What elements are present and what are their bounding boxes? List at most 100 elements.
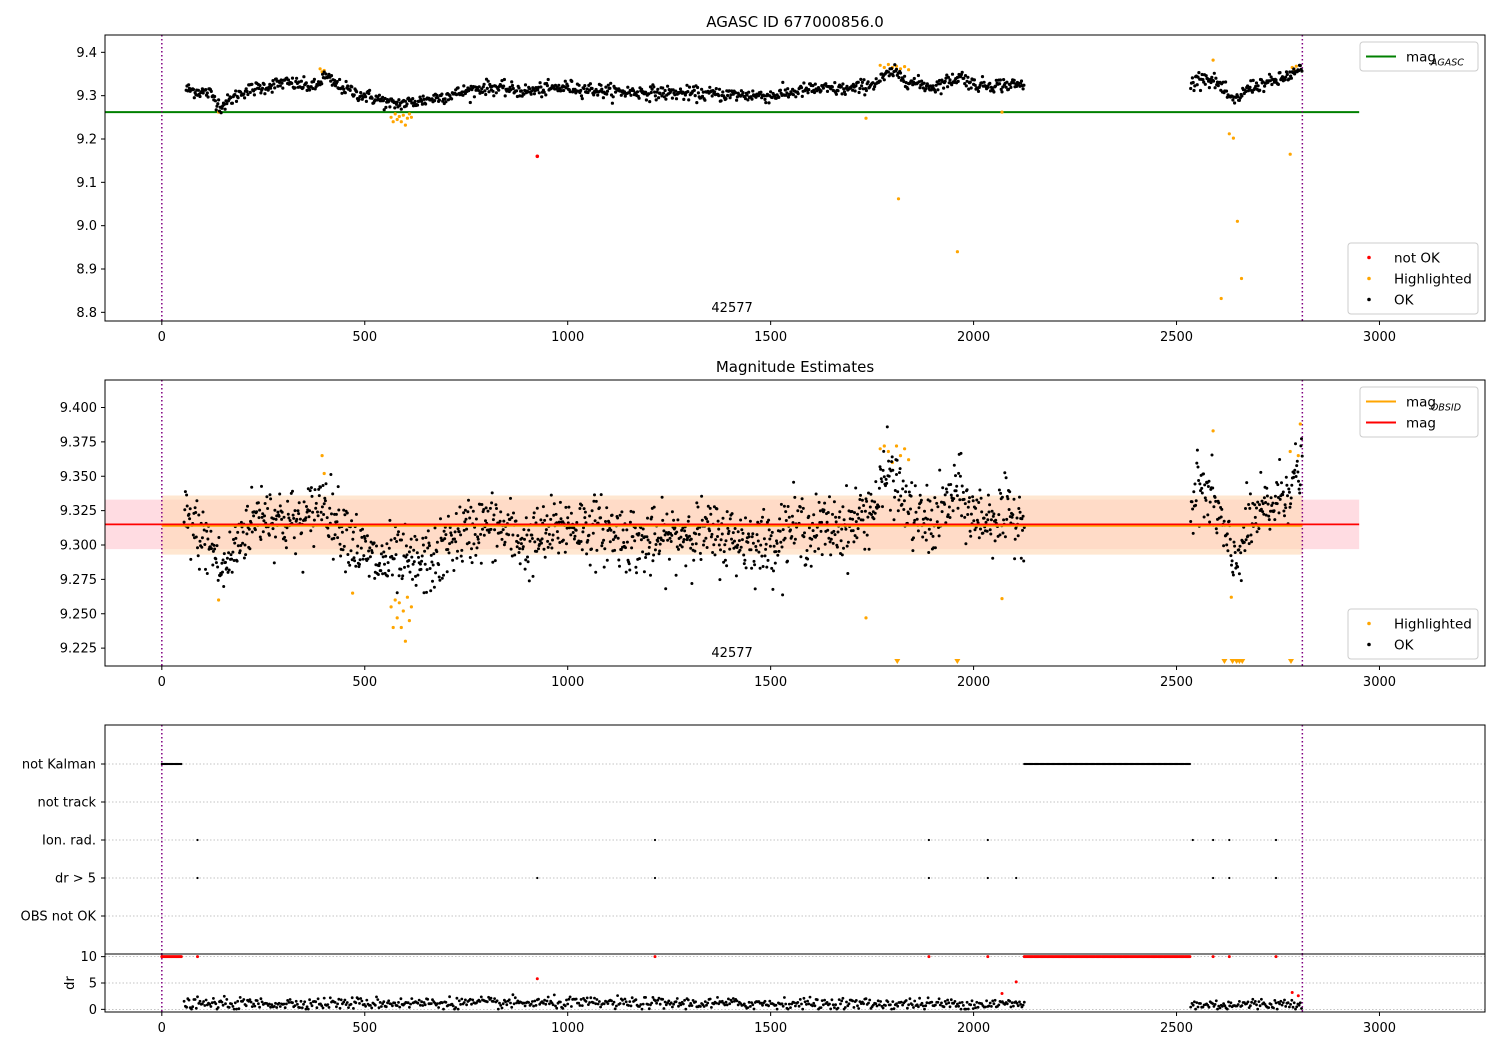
ok-point <box>1233 101 1237 105</box>
ok-point <box>792 1001 796 1004</box>
ok-point <box>1240 1004 1244 1007</box>
y-tick-label: 9.325 <box>60 504 97 519</box>
ok-point <box>1002 518 1006 522</box>
ok-point <box>806 91 810 95</box>
ok-point <box>341 85 345 89</box>
ok-point <box>284 546 288 550</box>
ok-point <box>289 491 293 495</box>
ok-point <box>1011 81 1016 85</box>
ok-point <box>768 999 772 1003</box>
ok-point <box>579 998 583 1001</box>
ok-point <box>1002 78 1006 82</box>
ok-point <box>647 1007 651 1011</box>
ok-point <box>956 1002 959 1006</box>
ok-point <box>786 559 789 563</box>
ok-point <box>364 99 368 103</box>
ok-point <box>1194 499 1198 503</box>
ok-point <box>510 554 514 558</box>
ok-point <box>871 81 875 85</box>
ok-point <box>228 530 232 534</box>
legend-label-subscript: OBSID <box>1431 403 1461 414</box>
ok-point <box>907 1003 910 1007</box>
legend-label: Highlighted <box>1394 617 1472 633</box>
ok-point <box>1021 528 1024 532</box>
ok-point <box>1197 479 1201 482</box>
ok-point <box>743 97 748 101</box>
ok-point <box>276 84 280 88</box>
ok-point <box>854 486 858 490</box>
ok-point <box>447 551 451 555</box>
ok-point <box>631 89 636 93</box>
ok-point <box>333 533 337 537</box>
ok-point <box>647 552 651 556</box>
ok-point <box>739 518 743 522</box>
ok-point <box>409 545 413 549</box>
ok-point <box>1298 1001 1302 1005</box>
ok-point <box>412 548 416 552</box>
ok-point <box>999 87 1003 91</box>
ok-point <box>852 1006 856 1009</box>
not-ok-point-group <box>535 154 540 159</box>
ok-point <box>765 520 769 524</box>
ok-point <box>1008 490 1012 494</box>
ok-point <box>601 527 605 531</box>
ok-point <box>1254 84 1258 88</box>
ok-point <box>227 551 231 555</box>
ok-point <box>914 510 918 514</box>
ok-point <box>340 530 344 534</box>
ok-point <box>658 91 662 95</box>
ok-point <box>722 550 726 554</box>
ok-point <box>1280 1003 1284 1007</box>
ok-point <box>904 81 908 85</box>
ok-point <box>372 541 376 545</box>
ok-point <box>693 94 697 98</box>
ok-point <box>563 79 567 83</box>
ok-point <box>717 543 721 547</box>
ok-point <box>476 535 480 539</box>
ok-point <box>322 996 326 1000</box>
ok-point <box>742 562 746 566</box>
ok-point <box>415 551 419 555</box>
ok-point <box>958 1001 962 1005</box>
ok-point <box>257 516 261 520</box>
ok-point <box>933 546 937 550</box>
ok-point <box>537 997 540 1001</box>
ok-point <box>1262 89 1266 94</box>
ok-point <box>595 548 599 552</box>
ok-point <box>624 1000 628 1004</box>
ok-point <box>197 567 201 571</box>
ok-point <box>608 540 612 544</box>
ok-point <box>1203 496 1207 500</box>
ok-point <box>622 1002 626 1006</box>
ok-point <box>963 82 967 86</box>
ok-point <box>684 1007 688 1011</box>
ok-point <box>763 999 767 1003</box>
ok-point <box>672 518 676 522</box>
ok-point <box>701 90 705 94</box>
ok-point <box>204 567 207 571</box>
ok-point <box>1213 495 1217 499</box>
ok-point <box>775 541 779 545</box>
ok-point <box>1193 1000 1196 1004</box>
ok-point <box>993 84 998 88</box>
ok-point <box>298 1006 302 1009</box>
ok-point <box>828 540 832 544</box>
ok-point <box>358 1002 361 1005</box>
ok-point <box>823 998 826 1002</box>
ok-point <box>924 1004 928 1008</box>
y-tick-label: 9.4 <box>76 46 97 61</box>
ok-point <box>1192 88 1196 93</box>
ok-point <box>410 997 414 1000</box>
ok-point <box>250 1005 254 1008</box>
ok-point <box>304 1007 308 1011</box>
ok-point <box>843 92 847 96</box>
ok-point <box>889 1003 892 1007</box>
ok-point <box>741 91 745 95</box>
ok-point <box>965 488 969 492</box>
ok-point <box>462 528 466 532</box>
ok-point <box>187 512 191 516</box>
ok-point <box>973 1003 976 1007</box>
ok-point <box>543 518 547 522</box>
ok-point <box>904 999 908 1002</box>
x-tick-label: 0 <box>158 675 166 690</box>
